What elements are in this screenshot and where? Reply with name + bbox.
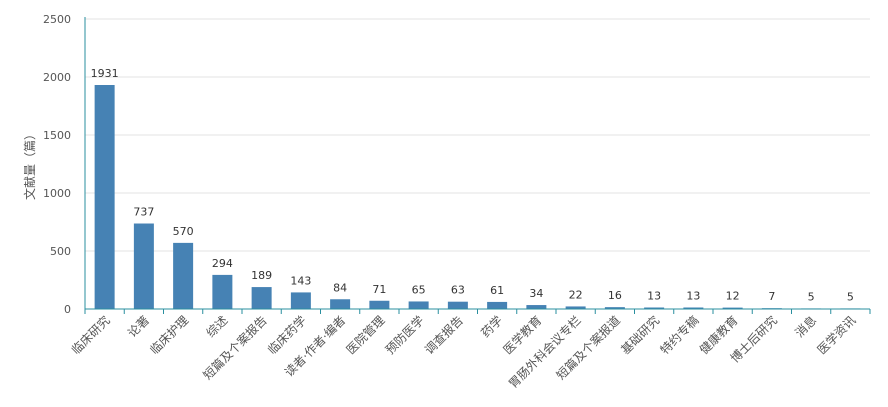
- data-label: 65: [412, 283, 426, 296]
- bar[interactable]: [212, 274, 233, 309]
- data-label: 84: [333, 281, 347, 294]
- data-label: 143: [290, 274, 311, 287]
- data-label: 22: [569, 288, 583, 301]
- y-tick-labels: 0 500 1000 1500 2000 2500: [43, 13, 71, 316]
- bar[interactable]: [133, 223, 154, 309]
- x-tick-label: 胃肠外科会议专栏: [505, 313, 583, 391]
- x-tick-label: 预防医学: [382, 313, 427, 358]
- bar[interactable]: [565, 306, 586, 309]
- data-label: 189: [251, 269, 272, 282]
- x-tick-label: 基础研究: [618, 313, 663, 358]
- bar[interactable]: [644, 307, 665, 309]
- y-tick-label: 1000: [43, 187, 71, 200]
- y-tick-label: 500: [50, 245, 71, 258]
- y-tick-label: 0: [64, 303, 71, 316]
- axes: [84, 17, 871, 314]
- bar[interactable]: [173, 242, 194, 309]
- bar[interactable]: [487, 301, 508, 309]
- x-tick-label: 医院管理: [343, 313, 388, 358]
- bar[interactable]: [722, 307, 743, 309]
- bar[interactable]: [251, 287, 272, 309]
- data-label: 63: [451, 284, 465, 297]
- data-label: 294: [212, 257, 233, 270]
- bar[interactable]: [290, 292, 311, 309]
- data-label: 13: [647, 289, 661, 302]
- y-tick-label: 2000: [43, 71, 71, 84]
- x-tick-label: 调查报告: [421, 313, 466, 358]
- bar[interactable]: [330, 299, 351, 309]
- bar[interactable]: [604, 307, 625, 309]
- data-label: 5: [808, 290, 815, 303]
- x-tick-label: 临床护理: [147, 313, 191, 357]
- data-labels: 1931 737 570 294 189 143 84 71 65 63 61 34 22 16 13 13 1…: [91, 67, 854, 303]
- data-label: 5: [847, 290, 854, 303]
- x-tick-label: 论著: [125, 313, 152, 340]
- bar[interactable]: [369, 300, 390, 309]
- y-tick-label: 1500: [43, 129, 71, 142]
- x-tick-label: 特约专稿: [657, 313, 702, 358]
- data-label: 570: [173, 225, 194, 238]
- bars: [94, 85, 861, 310]
- data-label: 13: [686, 289, 700, 302]
- data-label: 737: [133, 206, 154, 219]
- data-label: 1931: [91, 67, 119, 80]
- grid-layer: [85, 18, 870, 252]
- data-label: 16: [608, 289, 622, 302]
- bar[interactable]: [447, 301, 468, 309]
- data-label: 61: [490, 284, 504, 297]
- data-label: 12: [726, 290, 740, 303]
- x-tick-label: 药学: [478, 313, 506, 341]
- bar[interactable]: [526, 305, 547, 309]
- y-axis-title: 文献量（篇）: [22, 128, 37, 200]
- bar[interactable]: [94, 85, 115, 309]
- x-tick-label: 医学资讯: [814, 313, 859, 358]
- x-tick-label: 综述: [204, 313, 231, 340]
- x-tick-label: 临床研究: [68, 313, 113, 358]
- data-label: 7: [768, 290, 775, 303]
- bar[interactable]: [408, 301, 429, 309]
- bar[interactable]: [683, 307, 704, 309]
- data-label: 34: [529, 287, 543, 300]
- x-tick-label: 消息: [792, 313, 820, 341]
- data-label: 71: [372, 283, 386, 296]
- y-tick-label: 2500: [43, 13, 71, 26]
